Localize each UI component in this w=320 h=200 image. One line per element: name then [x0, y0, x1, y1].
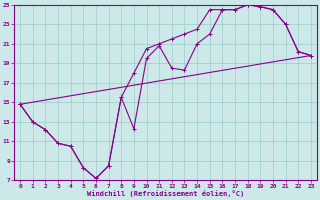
X-axis label: Windchill (Refroidissement éolien,°C): Windchill (Refroidissement éolien,°C)	[87, 190, 244, 197]
